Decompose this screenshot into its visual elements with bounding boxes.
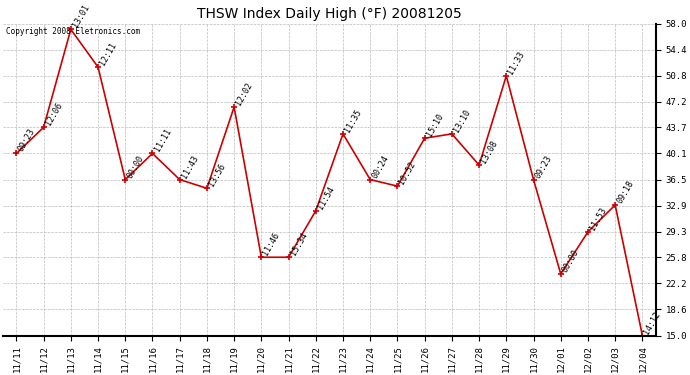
Text: 14:12: 14:12 bbox=[642, 309, 662, 336]
Text: 13:01: 13:01 bbox=[71, 3, 91, 29]
Text: 11:53: 11:53 bbox=[588, 206, 609, 232]
Text: 09:18: 09:18 bbox=[615, 179, 635, 205]
Text: 00:00: 00:00 bbox=[561, 248, 581, 274]
Text: 00:00: 00:00 bbox=[126, 153, 146, 180]
Text: 15:10: 15:10 bbox=[424, 112, 445, 138]
Text: 10:52: 10:52 bbox=[397, 160, 417, 186]
Text: 11:43: 11:43 bbox=[179, 153, 200, 180]
Text: 11:11: 11:11 bbox=[152, 128, 172, 153]
Text: 11:54: 11:54 bbox=[316, 184, 336, 211]
Text: 12:06: 12:06 bbox=[43, 101, 64, 128]
Text: 12:11: 12:11 bbox=[98, 41, 118, 67]
Text: 12:02: 12:02 bbox=[234, 81, 255, 107]
Text: 13:56: 13:56 bbox=[207, 162, 227, 188]
Text: 13:10: 13:10 bbox=[452, 108, 472, 134]
Text: 13:08: 13:08 bbox=[479, 139, 500, 165]
Text: 11:46: 11:46 bbox=[262, 231, 282, 257]
Text: Copyright 2008 Eletronics.com: Copyright 2008 Eletronics.com bbox=[6, 27, 140, 36]
Text: 11:35: 11:35 bbox=[343, 108, 364, 134]
Title: THSW Index Daily High (°F) 20081205: THSW Index Daily High (°F) 20081205 bbox=[197, 7, 462, 21]
Text: 15:34: 15:34 bbox=[288, 231, 309, 257]
Text: 09:23: 09:23 bbox=[17, 128, 37, 153]
Text: 11:33: 11:33 bbox=[506, 50, 526, 76]
Text: 00:24: 00:24 bbox=[371, 153, 391, 180]
Text: 09:23: 09:23 bbox=[533, 153, 554, 180]
